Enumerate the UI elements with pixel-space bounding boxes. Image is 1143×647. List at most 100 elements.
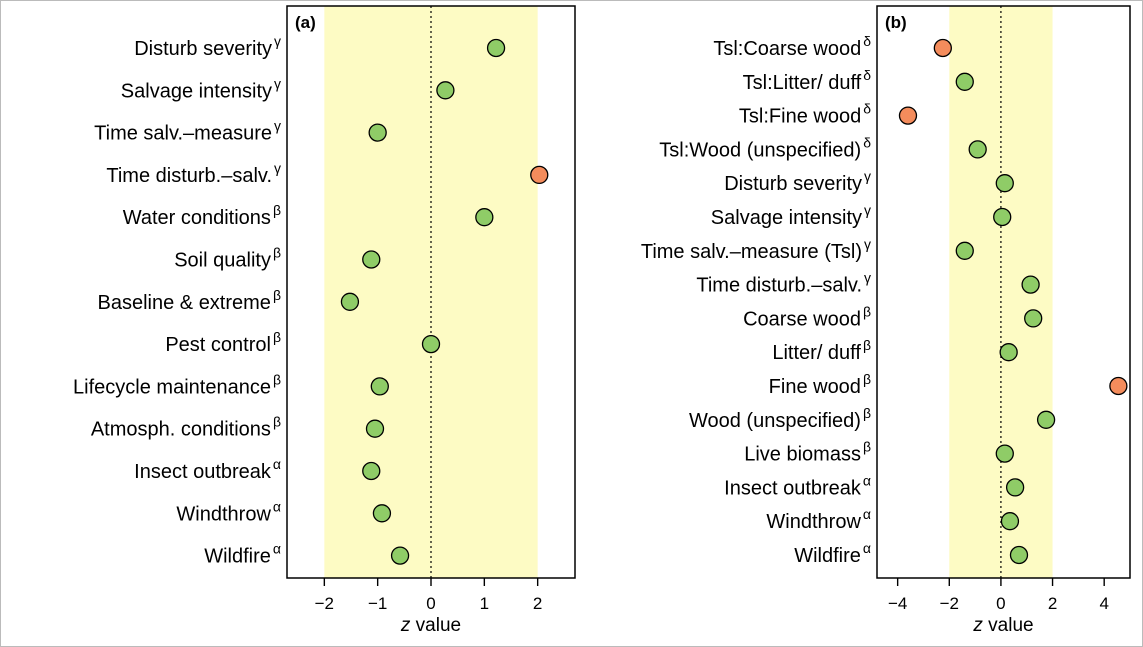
category-superscript: β	[273, 202, 281, 218]
x-tick-label: −1	[368, 594, 387, 613]
category-label: Lifecycle maintenance β	[73, 371, 281, 398]
category-name: Insect outbreak	[724, 477, 862, 499]
category-label: Tsl:Wood (unspecified) δ	[659, 134, 871, 161]
x-axis-title-rest: value	[410, 615, 461, 636]
category-superscript: δ	[863, 101, 871, 117]
data-point	[1000, 512, 1020, 531]
category-label: Fine wood β	[769, 371, 871, 398]
category-superscript: δ	[863, 33, 871, 49]
category-name: Insect outbreak	[134, 461, 272, 483]
category-label: Wood (unspecified) β	[689, 405, 871, 432]
category-label: Pest control β	[165, 329, 281, 356]
category-name: Disturb severity	[724, 173, 862, 195]
category-superscript: α	[863, 472, 871, 488]
x-tick-label: 2	[533, 594, 542, 613]
data-point	[365, 419, 385, 438]
category-label: Disturb severity γ	[134, 33, 281, 60]
category-label: Water conditions β	[123, 202, 281, 229]
data-point	[995, 444, 1014, 463]
data-point	[340, 292, 360, 311]
data-point	[995, 174, 1014, 193]
category-superscript: β	[863, 371, 871, 387]
category-superscript: β	[863, 439, 871, 455]
category-superscript: β	[863, 303, 871, 319]
category-superscript: β	[273, 287, 281, 303]
data-point	[1021, 275, 1040, 294]
data-point	[362, 461, 381, 481]
category-superscript: β	[273, 371, 281, 387]
category-label: Atmosph. conditions β	[91, 414, 281, 441]
data-point	[370, 377, 389, 396]
category-label: Soil quality β	[174, 245, 281, 272]
data-point	[486, 38, 506, 58]
category-label: Wildfire α	[794, 540, 871, 567]
category-label: Tsl:Coarse wood δ	[713, 33, 871, 60]
category-label: Tsl:Fine wood δ	[739, 101, 871, 128]
category-label: Wildfire α	[204, 541, 281, 568]
data-point	[993, 207, 1012, 227]
category-label: Time salv.–measure γ	[94, 118, 281, 145]
category-name: Pest control	[165, 334, 271, 356]
data-point	[1005, 478, 1025, 497]
category-superscript: β	[273, 245, 281, 261]
data-point	[421, 334, 441, 354]
category-name: Windthrow	[176, 503, 271, 525]
category-superscript: α	[863, 506, 871, 522]
category-label: Litter/ duff β	[772, 337, 871, 364]
category-label: Coarse wood β	[743, 303, 871, 330]
category-superscript: β	[273, 329, 281, 345]
data-point	[1036, 410, 1056, 429]
data-point	[368, 123, 387, 142]
outlier-point	[1109, 376, 1128, 396]
category-name: Salvage intensity	[711, 207, 862, 229]
category-name: Tsl:Coarse wood	[713, 38, 861, 60]
category-superscript: δ	[863, 67, 871, 83]
data-point	[1024, 309, 1043, 328]
category-name: Baseline & extreme	[98, 292, 271, 314]
panel-label: (a)	[295, 13, 316, 32]
category-name: Wood (unspecified)	[689, 410, 861, 432]
category-label: Windthrow α	[766, 506, 871, 533]
category-name: Time salv.–measure (Tsl)	[641, 241, 862, 263]
outlier-point	[933, 38, 952, 58]
x-tick-label: 2	[1048, 594, 1057, 613]
category-name: Tsl:Fine wood	[739, 106, 861, 128]
category-label: Baseline & extreme β	[98, 287, 281, 314]
category-label: Time salv.–measure (Tsl) γ	[641, 236, 871, 263]
category-name: Salvage intensity	[121, 80, 272, 102]
category-name: Litter/ duff	[772, 342, 861, 364]
category-label: Time disturb.–salv. γ	[106, 160, 281, 187]
category-name: Tsl:Litter/ duff	[743, 72, 862, 94]
category-name: Time disturb.–salv.	[696, 275, 862, 297]
x-tick-label: −4	[888, 594, 907, 613]
plot-frame	[876, 5, 1131, 579]
category-name: Live biomass	[744, 444, 861, 466]
category-name: Windthrow	[766, 511, 861, 533]
category-superscript: α	[273, 456, 281, 472]
category-superscript: γ	[864, 202, 871, 218]
category-name: Wildfire	[794, 545, 861, 567]
category-name: Water conditions	[123, 207, 271, 229]
x-tick-label: −2	[315, 594, 334, 613]
category-superscript: β	[863, 405, 871, 421]
category-name: Coarse wood	[743, 308, 861, 330]
data-point	[390, 546, 410, 565]
x-axis-title-italic: z	[972, 615, 983, 636]
category-superscript: γ	[864, 236, 871, 252]
x-tick-label: 0	[426, 594, 435, 613]
data-point	[1009, 545, 1029, 565]
x-axis-title-rest: value	[983, 615, 1034, 636]
category-name: Tsl:Wood (unspecified)	[659, 139, 861, 161]
category-superscript: γ	[864, 270, 871, 286]
data-point	[999, 343, 1018, 362]
panel-label: (b)	[885, 13, 907, 32]
category-superscript: β	[863, 337, 871, 353]
x-tick-label: −2	[940, 594, 959, 613]
category-label: Live biomass β	[744, 439, 871, 466]
category-name: Disturb severity	[134, 38, 272, 60]
category-superscript: α	[273, 541, 281, 557]
category-name: Fine wood	[769, 376, 861, 398]
x-tick-label: 0	[996, 594, 1005, 613]
category-name: Lifecycle maintenance	[73, 376, 271, 398]
category-superscript: α	[863, 540, 871, 556]
